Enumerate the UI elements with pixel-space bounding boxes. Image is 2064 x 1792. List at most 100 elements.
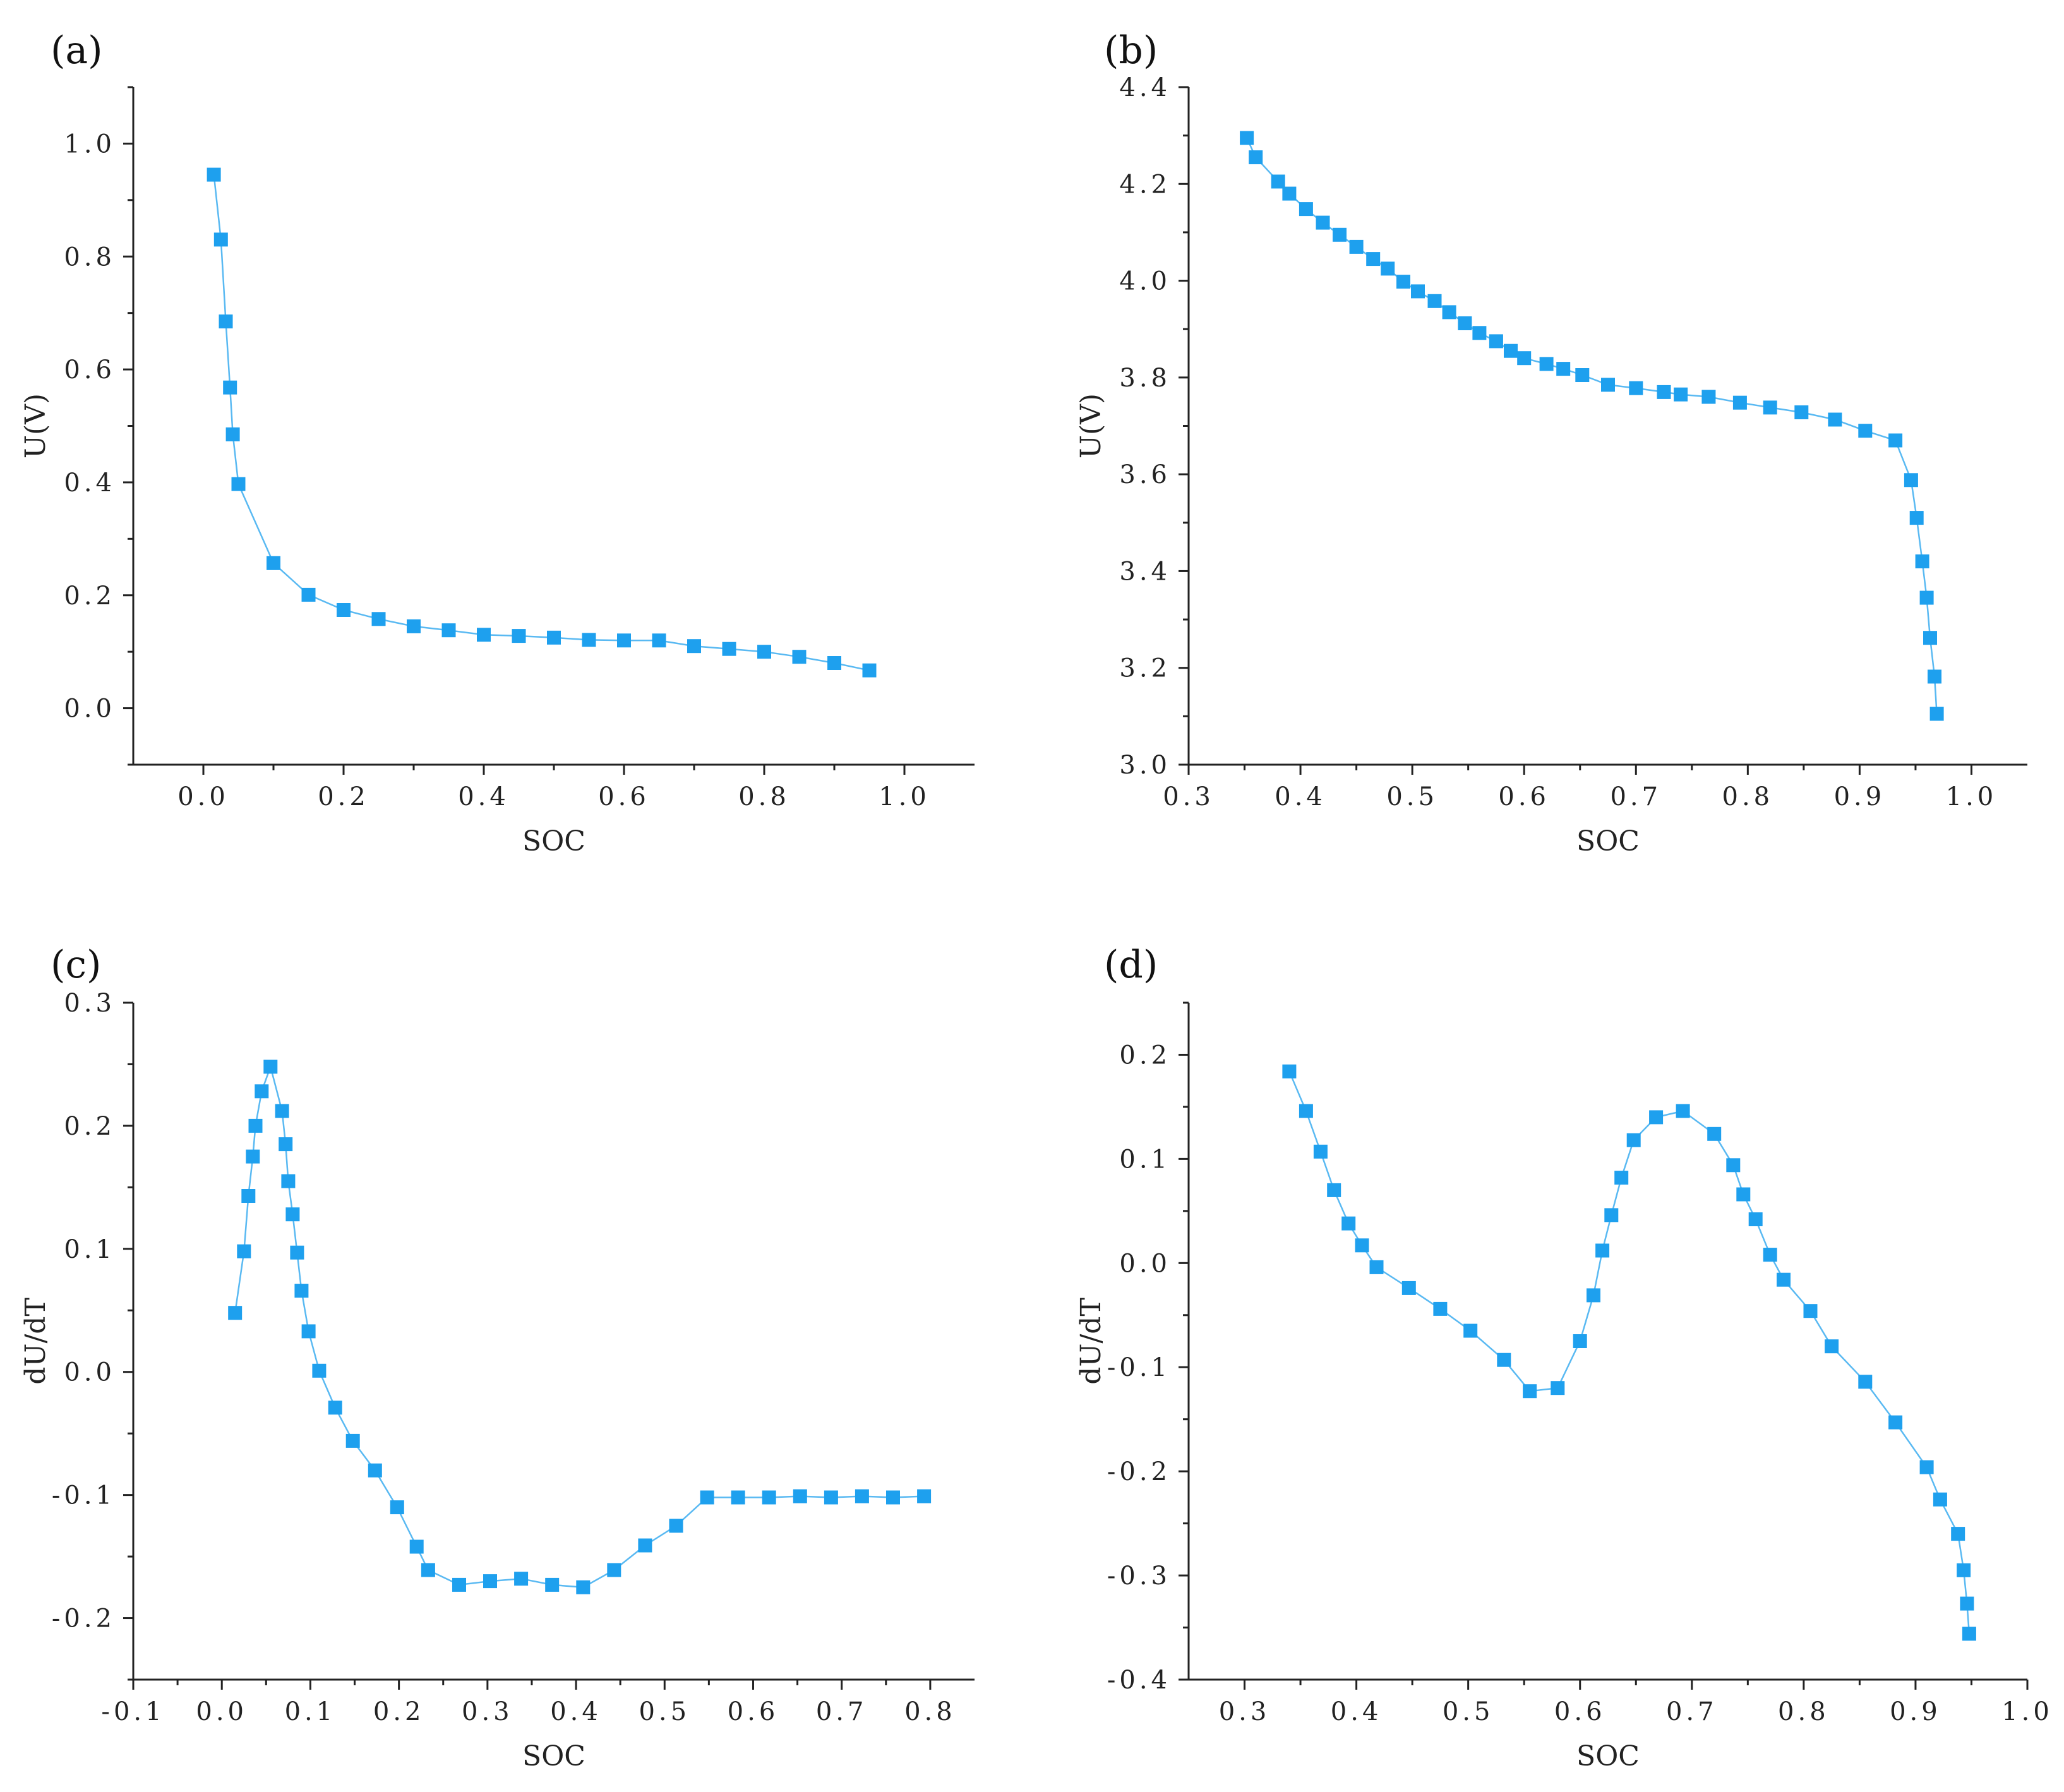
panel-c-chart: -0.1 0.0 0.1 0.2 0.3 0.4 0.5 0.6 0.7 0.8 -0.2 -0.1 0… [20,943,975,1772]
panel-d-data-point [1960,1596,1974,1611]
panel-b-data-point [1240,131,1254,145]
panel-a-data-point [582,633,596,647]
panel-c-data-point [241,1189,256,1203]
panel-b-data-point [1928,669,1941,684]
panel-b-data-point [1909,511,1924,525]
panel-d-data-point [1726,1158,1741,1173]
panel-b-data-point [1763,400,1777,415]
panel-d-data-point [1736,1187,1751,1202]
panel-c-data-point [917,1489,932,1503]
panel-d-data-point [1919,1460,1934,1474]
panel-d-data-point [1369,1260,1384,1274]
panel-b-data-point [1888,433,1903,448]
panel-b-data-point [1629,381,1643,395]
panel-d-data-point [1401,1281,1416,1295]
panel-d-data-point [1523,1384,1537,1399]
panel-c-data-point [824,1490,838,1505]
panel-b-y-tick-label: 4.4 [1119,73,1171,102]
panel-c-data-point [255,1084,269,1099]
panel-b-data-point [1458,316,1472,330]
panel-d-data-point [1341,1216,1356,1231]
panel-c-data-point [312,1363,327,1378]
panel-d-data-point [1763,1248,1777,1262]
panel-c-data-point [294,1284,309,1298]
panel-a-data-point [223,380,237,395]
panel-d-data-point [1748,1212,1763,1226]
panel-d-x-tick-label: 0.9 [1890,1697,1941,1726]
panel-b-data-point [1427,294,1442,308]
panel-c-data-point [607,1563,621,1577]
panel-b-data-point [1249,150,1263,165]
panel-a-data-point [267,556,280,570]
panel-d-data-point [1299,1104,1313,1118]
panel-c-y-tick-label: 0.3 [64,989,116,1018]
panel-b-data-point [1923,631,1937,645]
panel-c-data-point [638,1538,652,1553]
panel-b-data-point [1858,424,1873,438]
panel-d-data-point [1433,1301,1448,1316]
panel-b-data-point [1366,252,1381,266]
panel-c-y-axis-label: dU/dT [20,1298,52,1385]
panel-b-data-point [1904,473,1918,487]
panel-d-x-tick-label: 0.7 [1666,1697,1718,1726]
panel-d-data-point [1497,1353,1511,1367]
panel-b-y-tick-label: 3.4 [1119,557,1171,586]
panel-a-y-tick-label: 1.0 [64,129,116,158]
panel-a-data-point [687,639,701,654]
panel-c-data-point [228,1306,243,1320]
panel-d-data-point [1707,1126,1722,1141]
panel-c-data-point [275,1104,289,1118]
panel-b-x-tick-label: 0.6 [1498,782,1550,811]
panel-b-data-point [1915,554,1929,569]
panel-d-y-tick-label: -0.4 [1107,1666,1171,1695]
panel-d-data-point [1463,1323,1478,1338]
panel-d-data-point [1962,1627,1976,1641]
panel-d-data-point [1313,1144,1328,1159]
panel-b-data-point [1442,305,1456,320]
panel-b-data-point [1411,284,1425,299]
panel-d-data-point [1676,1104,1690,1118]
panel-a-data-point [225,427,240,441]
panel-c-data-point [855,1489,869,1503]
panel-c-data-point [290,1245,304,1260]
panel-d-x-tick-label: 0.5 [1443,1697,1494,1726]
panel-c-x-tick-label: 0.2 [373,1697,425,1726]
panel-a-x-tick-label: 0.4 [458,782,510,811]
panel-b-chart: 0.3 0.4 0.5 0.6 0.7 0.8 0.9 1.0 3.0 3.2 3.4 3.6 3.8 4… [1075,28,2027,857]
panel-d-x-axis-label: SOC [1576,1740,1640,1772]
panel-d-data-point [1587,1288,1600,1303]
panel-c-y-tick-label: 0.1 [64,1235,116,1264]
panel-d-data-point [1933,1492,1947,1507]
panel-a-data-point [219,314,233,329]
panel-c-data-point [669,1519,683,1533]
panel-a-data-point [407,619,421,633]
panel-a-chart: 0.0 0.2 0.4 0.6 0.8 1.0 0.0 0.2 0.4 0.6 0.8 1.0 SOC U… [20,28,975,857]
panel-d-data-point [1825,1339,1839,1354]
panel-b-data-point [1601,378,1615,392]
panel-c-x-tick-label: 0.8 [904,1697,956,1726]
panel-a-data-point [207,167,221,182]
panel-b-series-line [1245,137,1938,714]
panel-a-data-point [792,650,807,664]
panel-b-y-tick-label: 4.2 [1119,170,1171,199]
panel-a-y-tick-label: 0.0 [64,695,116,724]
panel-b-y-tick-label: 3.6 [1119,460,1171,489]
panel-c-data-point [248,1118,263,1133]
panel-b-data-point [1575,368,1590,382]
panel-c-data-point [279,1137,293,1152]
panel-c-data-point [285,1207,300,1222]
panel-d-chart: 0.3 0.4 0.5 0.6 0.7 0.8 0.9 1.0 -0.4 -0.3 -0.2 -0.1… [1075,943,2049,1772]
panel-c-data-point [390,1500,404,1515]
panel-b-x-tick-label: 1.0 [1946,782,1998,811]
panel-a-x-tick-label: 0.2 [318,782,369,811]
panel-d-y-tick-label: 0.2 [1119,1041,1171,1070]
panel-b-x-tick-label: 0.4 [1275,782,1326,811]
panel-b-data-point [1517,351,1532,366]
panel-b-y-tick-label: 3.8 [1119,364,1171,393]
panel-c-y-tick-label: -0.2 [52,1604,116,1634]
panel-a-data-point [617,633,631,648]
panel-b-data-point [1539,357,1554,371]
panel-c-data-point [368,1463,382,1478]
panel-b-x-tick-label: 0.5 [1386,782,1438,811]
